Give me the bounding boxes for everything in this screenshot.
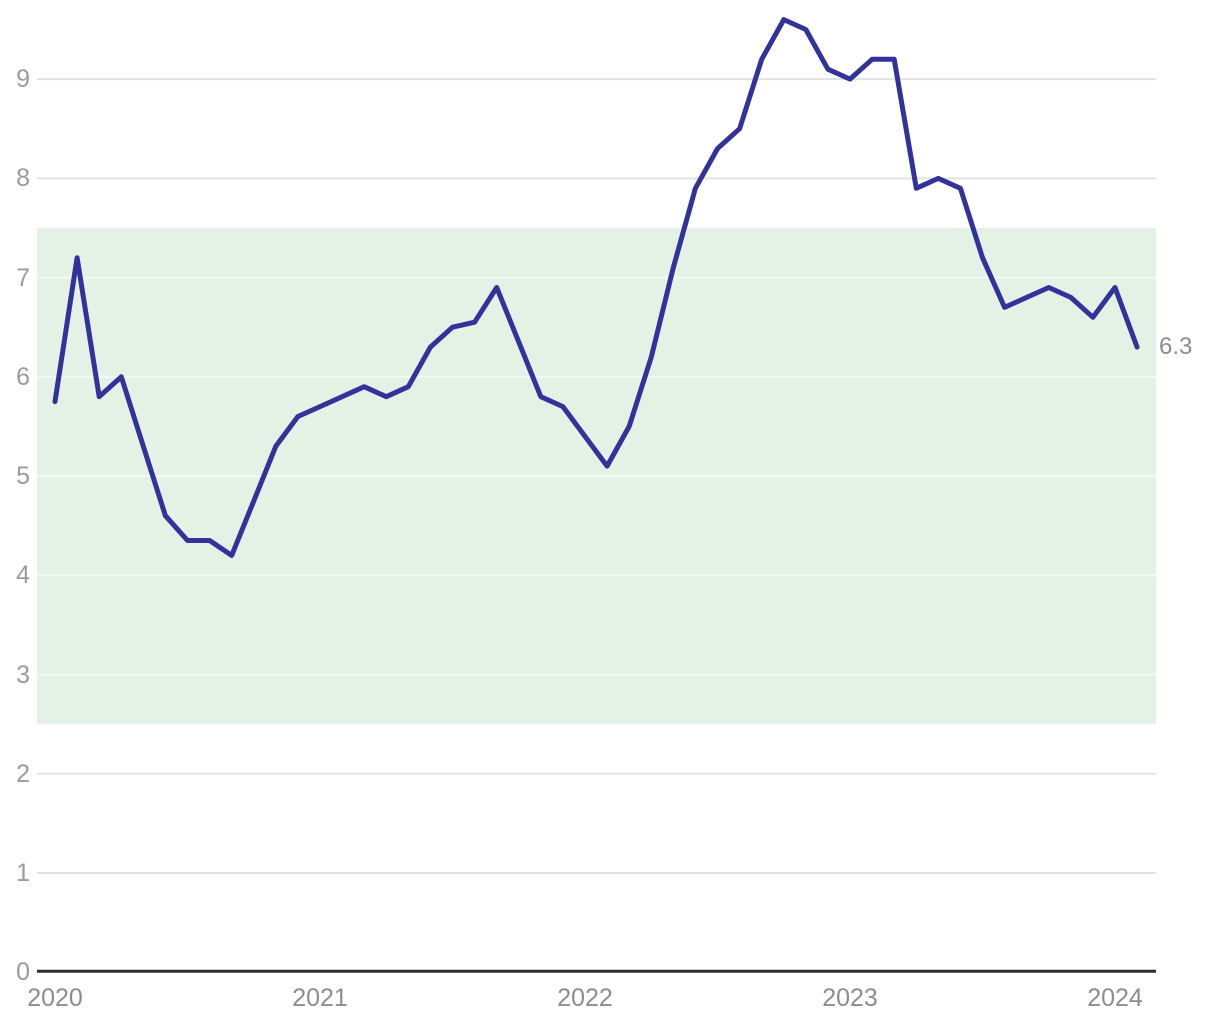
y-tick-label-6: 6	[16, 362, 30, 391]
y-tick-label-9: 9	[16, 65, 30, 94]
x-tick-label-2022: 2022	[557, 984, 613, 1012]
y-tick-label-8: 8	[16, 164, 30, 193]
data-line	[52, 17, 1140, 558]
y-tick-label-4: 4	[16, 561, 30, 590]
series-end-value-label: 6.3	[1159, 333, 1193, 361]
y-tick-label-3: 3	[16, 660, 30, 689]
x-tick-label-2023: 2023	[822, 984, 878, 1012]
y-tick-label-1: 1	[16, 858, 30, 887]
y-tick-label-2: 2	[16, 759, 30, 788]
y-tick-label-7: 7	[16, 263, 30, 292]
x-tick-label-2021: 2021	[292, 984, 348, 1012]
x-tick-label-2024: 2024	[1087, 984, 1143, 1012]
y-tick-label-0: 0	[16, 958, 30, 987]
x-tick-label-2020: 2020	[27, 984, 83, 1012]
y-tick-label-5: 5	[16, 462, 30, 491]
